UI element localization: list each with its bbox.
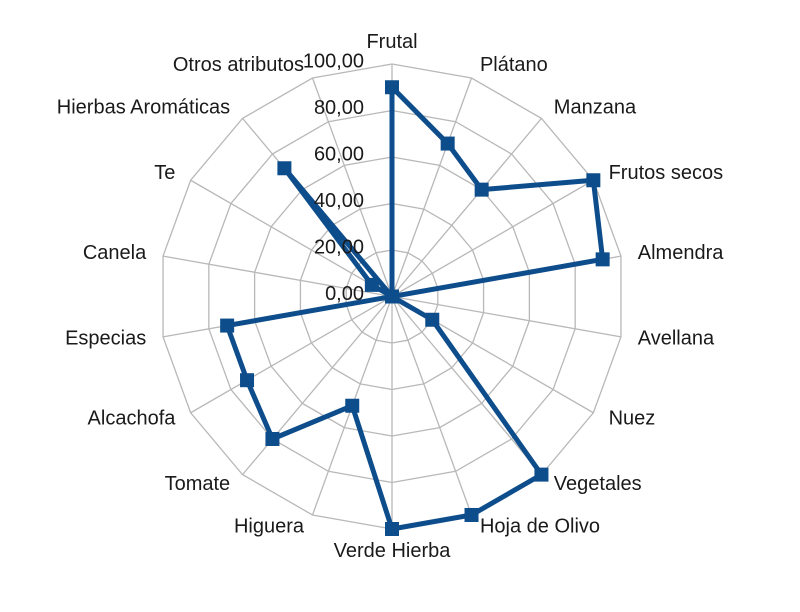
data-point bbox=[440, 136, 455, 151]
axis-spoke bbox=[391, 296, 542, 476]
category-label: Avellana bbox=[638, 327, 715, 349]
radial-tick-label: 0,00 bbox=[325, 283, 364, 305]
category-label: Otros atributos bbox=[173, 54, 304, 76]
data-point bbox=[534, 467, 549, 482]
axis-spoke bbox=[391, 296, 473, 516]
data-point bbox=[474, 182, 489, 197]
category-label: Tomate bbox=[165, 473, 231, 495]
data-point bbox=[240, 373, 255, 388]
axis-spoke bbox=[162, 255, 393, 298]
category-label: Frutal bbox=[366, 31, 417, 53]
axis-spoke bbox=[391, 179, 594, 298]
category-label: Plátano bbox=[480, 54, 548, 76]
radial-tick-label: 40,00 bbox=[314, 190, 364, 212]
radial-tick-label: 100,00 bbox=[303, 50, 364, 72]
radial-tick-label: 20,00 bbox=[314, 236, 364, 258]
category-label: Frutos secos bbox=[609, 162, 723, 184]
data-point bbox=[385, 289, 399, 304]
axis-spoke bbox=[190, 295, 393, 414]
category-label: Manzana bbox=[554, 97, 637, 119]
data-point bbox=[385, 522, 399, 536]
data-point bbox=[220, 318, 235, 333]
grid-ring bbox=[208, 109, 576, 484]
axis-spoke bbox=[391, 77, 473, 297]
axis-spoke bbox=[190, 179, 393, 298]
radial-tick-label: 80,00 bbox=[314, 97, 364, 119]
data-point bbox=[277, 161, 292, 176]
grid-ring bbox=[253, 156, 531, 437]
data-point bbox=[595, 252, 610, 267]
axis-spoke bbox=[391, 295, 622, 338]
grid-ring bbox=[345, 249, 439, 344]
axis-spoke bbox=[311, 77, 393, 297]
category-label: Hoja de Olivo bbox=[480, 515, 600, 537]
axis-spoke bbox=[391, 117, 542, 297]
category-label: Canela bbox=[83, 242, 147, 264]
category-label: Te bbox=[154, 162, 175, 184]
category-label: Nuez bbox=[609, 408, 656, 430]
radial-tick-label: 60,00 bbox=[314, 143, 364, 165]
data-point bbox=[464, 507, 479, 522]
data-point bbox=[364, 277, 379, 292]
series-line bbox=[223, 81, 606, 532]
category-label: Hierbas Aromáticas bbox=[57, 97, 230, 119]
grid-ring bbox=[299, 202, 485, 391]
category-label: Especias bbox=[65, 327, 146, 349]
data-point bbox=[265, 431, 280, 446]
data-point bbox=[586, 173, 601, 188]
data-point bbox=[385, 80, 399, 95]
category-label: Alcachofa bbox=[88, 408, 177, 430]
category-label: Higuera bbox=[234, 515, 305, 537]
category-label: Verde Hierba bbox=[334, 540, 452, 562]
data-point bbox=[425, 312, 440, 327]
category-label: Vegetales bbox=[554, 473, 642, 495]
data-point bbox=[345, 398, 360, 413]
category-label: Almendra bbox=[638, 242, 724, 264]
